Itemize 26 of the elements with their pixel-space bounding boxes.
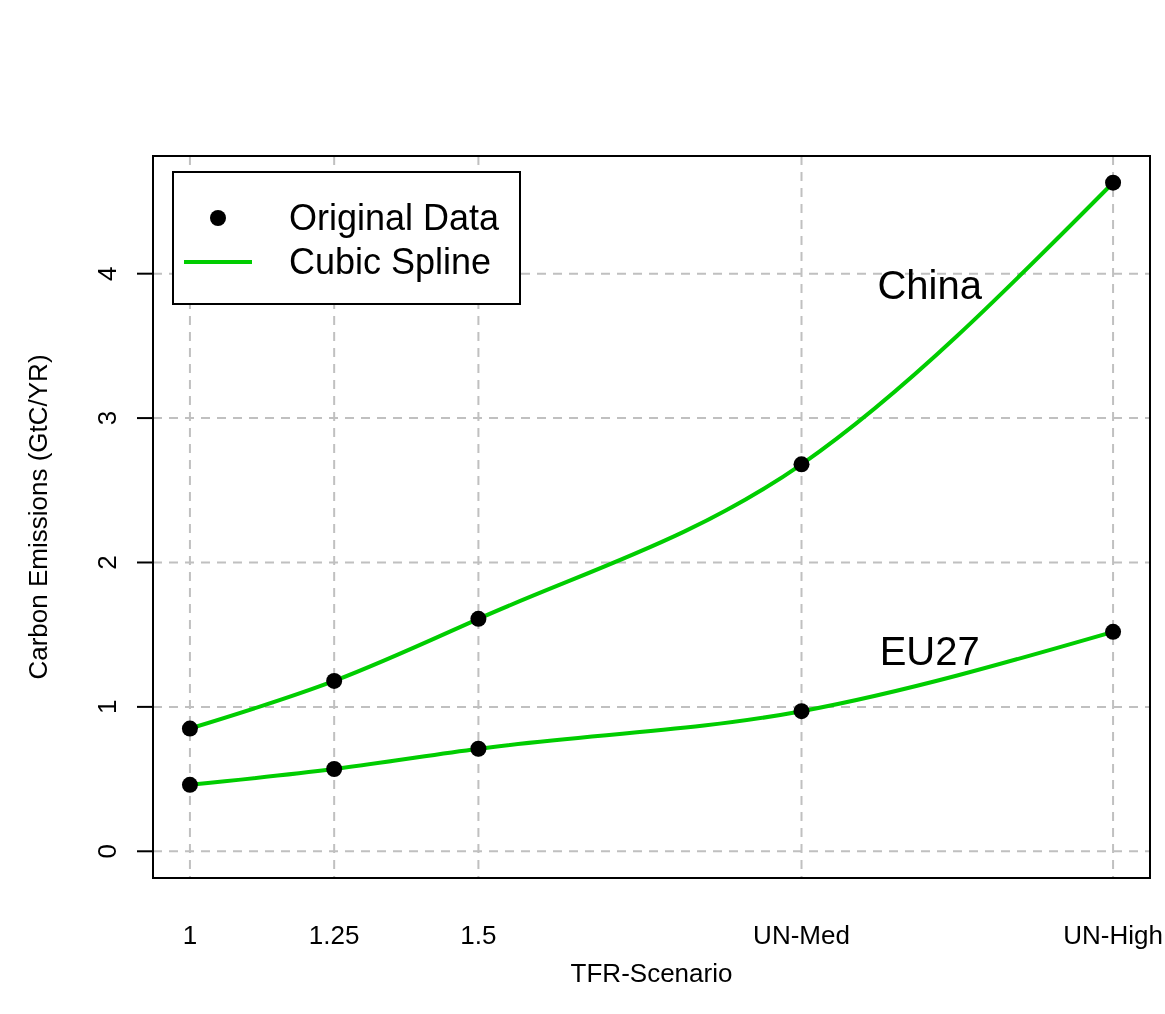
point: [1105, 623, 1122, 640]
x-tick-label: 1.5: [460, 920, 497, 950]
y-tick-label: 4: [92, 266, 122, 281]
annotation: China: [877, 262, 982, 307]
y-tick-label: 0: [92, 844, 122, 859]
y-tick-label: 3: [92, 410, 122, 426]
point: [181, 720, 198, 737]
point: [326, 672, 343, 689]
x-axis-title: TFR-Scenario: [570, 957, 733, 988]
annotation: EU27: [879, 628, 980, 673]
point: [1105, 174, 1122, 191]
point: [793, 703, 810, 720]
point: [470, 610, 487, 627]
x-tick-label: 1.25: [308, 920, 360, 950]
point: [470, 740, 487, 757]
x-tick-label: UN-Med: [753, 920, 850, 950]
point: [793, 456, 810, 473]
point: [181, 776, 198, 793]
y-tick-label: 2: [92, 555, 122, 570]
y-tick-label: 1: [92, 699, 122, 715]
x-tick-label: UN-High: [1063, 920, 1163, 950]
legend-label: Original Data: [289, 196, 500, 240]
x-tick-label: 1: [182, 920, 198, 950]
point: [326, 760, 343, 777]
legend-label: Cubic Spline: [289, 240, 492, 284]
y-axis-title: Carbon Emissions (GtC/YR): [22, 354, 53, 680]
